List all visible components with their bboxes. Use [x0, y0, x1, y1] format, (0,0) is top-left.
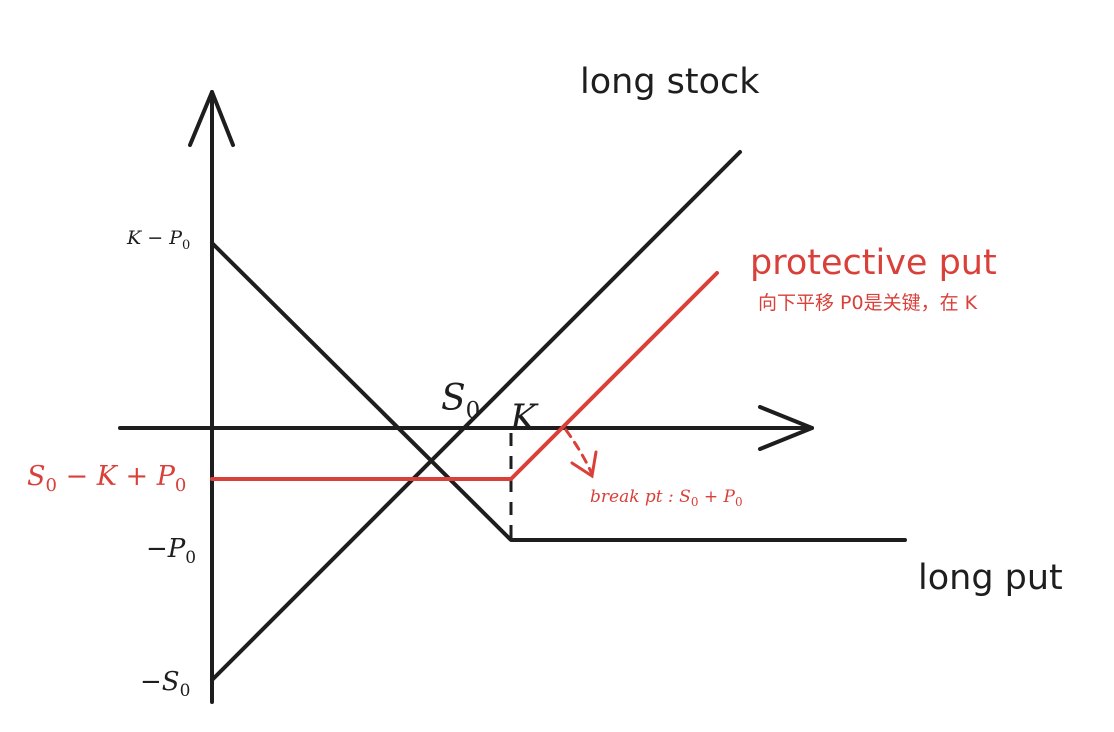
y-label-minus-p0: −P0	[146, 534, 196, 568]
long-put-line	[210, 241, 907, 542]
y-label-k-minus-p0: K − P0	[126, 227, 190, 253]
long-stock-label: long stock	[580, 62, 760, 102]
protective-put-label: protective put	[750, 243, 997, 283]
long-put-label: long put	[918, 558, 1063, 598]
x-label-s0: S0	[441, 378, 480, 424]
break-point-arrow	[564, 428, 598, 479]
long-stock-line	[210, 150, 742, 682]
y-label-minus-s0: −S0	[140, 667, 190, 701]
break-point-label: break pt : S0 + P0	[590, 487, 743, 509]
protective-put-note: 向下平移 P0是关键，在 K	[758, 292, 978, 314]
x-axis-arrowhead	[758, 405, 814, 451]
y-axis-arrowhead	[188, 90, 235, 147]
protective-put-line	[210, 271, 719, 481]
y-label-s0-minus-k-plus-p0: S0 − K + P0	[27, 461, 186, 496]
x-label-k: K	[509, 398, 539, 439]
